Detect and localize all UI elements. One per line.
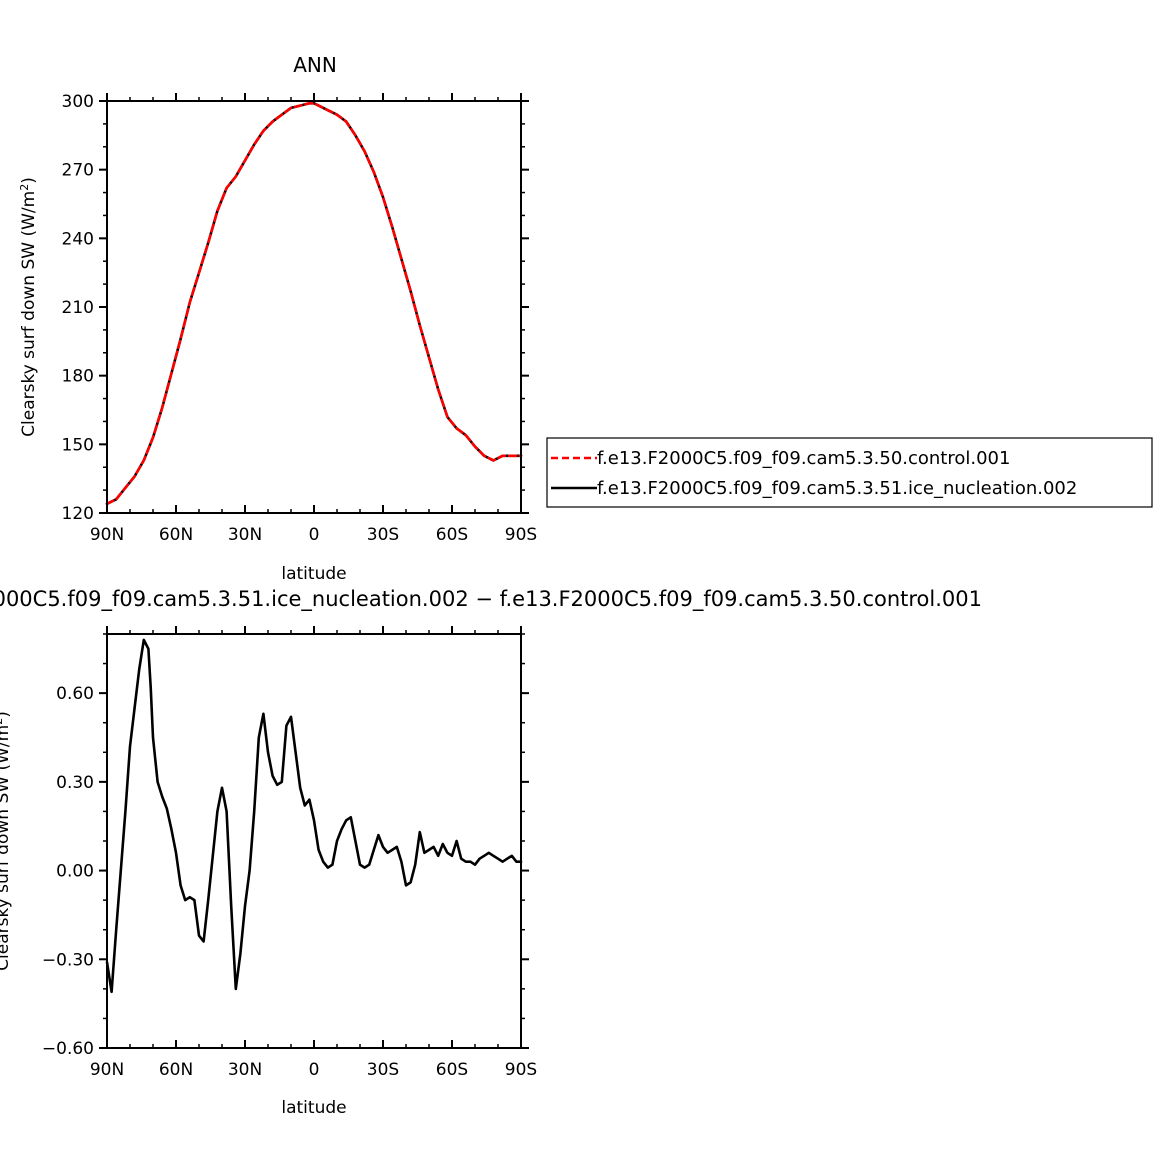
- bottom-x-tick-label: 60S: [436, 1060, 468, 1080]
- top-series-line-0: [105, 102, 523, 506]
- top-y-tick-label: 180: [62, 367, 94, 387]
- top-panel: ANN 90N 60N 30N 0 30S 60S 90S 120 150 180 210 240 27…: [18, 53, 538, 584]
- top-x-tick-label: 30S: [367, 525, 399, 545]
- bottom-x-tick-label: 60N: [159, 1060, 193, 1080]
- top-x-axis-label: latitude: [281, 564, 346, 584]
- bottom-plot-frame: [106, 633, 522, 1049]
- bottom-x-tick-label: 30S: [367, 1060, 399, 1080]
- bottom-x-tick-label: 90N: [90, 1060, 124, 1080]
- top-series-line-1: [105, 102, 523, 506]
- bottom-x-tick-label: 0: [309, 1060, 320, 1080]
- legend-box: [546, 437, 1153, 508]
- bottom-y-tick-label: 0.00: [56, 862, 94, 882]
- top-y-tick-label: 120: [62, 504, 94, 524]
- bottom-y-tick-label: −0.60: [42, 1039, 94, 1059]
- bottom-y-tick-label: −0.30: [42, 950, 94, 970]
- top-x-tick-label: 90S: [505, 525, 537, 545]
- legend: f.e13.F2000C5.f09_f09.cam5.3.50.control.…: [546, 437, 1153, 508]
- top-title: ANN: [293, 53, 337, 77]
- bottom-series-layer: [105, 638, 523, 994]
- top-x-tick-label: 60S: [436, 525, 468, 545]
- top-y-tick-label: 240: [62, 229, 94, 249]
- bottom-panel: f.e13.F2000C5.f09_f09.cam5.3.51.ice_nucl…: [0, 587, 982, 1118]
- top-y-axis-label: Clearsky surf down SW (W/m2): [18, 177, 40, 437]
- top-x-tick-label: 90N: [90, 525, 124, 545]
- bottom-y-tick-label: 0.60: [56, 684, 94, 704]
- top-y-tick-label: 300: [62, 92, 94, 112]
- top-y-tick-label: 150: [62, 435, 94, 455]
- bottom-ticks: 90N 60N 30N 0 30S 60S 90S −0.60 −0.30 0.00 0.30 0.6…: [42, 626, 537, 1080]
- legend-label-ice-nucleation: f.e13.F2000C5.f09_f09.cam5.3.51.ice_nucl…: [597, 478, 1077, 499]
- legend-label-control: f.e13.F2000C5.f09_f09.cam5.3.50.control.…: [597, 448, 1010, 469]
- bottom-x-axis-label: latitude: [281, 1098, 346, 1118]
- top-x-tick-label: 0: [309, 525, 320, 545]
- top-plot-frame: [106, 100, 522, 514]
- bottom-series-line-0: [105, 638, 523, 994]
- top-x-tick-label: 30N: [228, 525, 262, 545]
- bottom-x-tick-label: 90S: [505, 1060, 537, 1080]
- top-series-layer: [105, 102, 523, 506]
- bottom-y-tick-label: 0.30: [56, 773, 94, 793]
- top-y-tick-label: 210: [62, 298, 94, 318]
- top-ticks: 90N 60N 30N 0 30S 60S 90S 120 150 180 210 240 270 300: [62, 92, 538, 545]
- bottom-y-axis-label: Clearsky surf down SW (W/m2): [0, 711, 13, 971]
- bottom-title: f.e13.F2000C5.f09_f09.cam5.3.51.ice_nucl…: [0, 587, 982, 612]
- top-x-tick-label: 60N: [159, 525, 193, 545]
- bottom-x-tick-label: 30N: [228, 1060, 262, 1080]
- top-y-tick-label: 270: [62, 161, 94, 181]
